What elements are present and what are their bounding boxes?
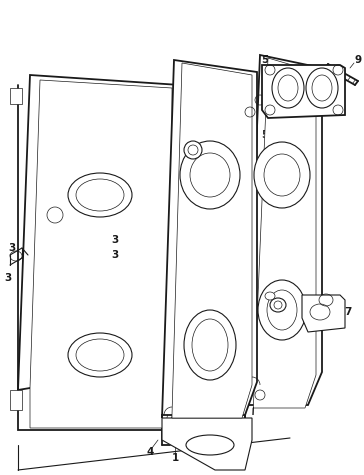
Ellipse shape bbox=[68, 333, 132, 377]
Polygon shape bbox=[10, 390, 22, 410]
Polygon shape bbox=[262, 65, 345, 118]
Polygon shape bbox=[302, 295, 345, 332]
Ellipse shape bbox=[272, 68, 304, 108]
Polygon shape bbox=[253, 58, 316, 415]
Text: 8: 8 bbox=[268, 275, 276, 285]
Ellipse shape bbox=[184, 310, 236, 380]
Ellipse shape bbox=[68, 173, 132, 217]
Ellipse shape bbox=[47, 207, 63, 223]
Ellipse shape bbox=[265, 292, 275, 300]
Ellipse shape bbox=[184, 141, 202, 159]
Text: 3: 3 bbox=[111, 235, 119, 245]
Text: 1: 1 bbox=[171, 453, 179, 463]
Ellipse shape bbox=[76, 179, 124, 211]
Text: 5: 5 bbox=[261, 55, 269, 65]
Ellipse shape bbox=[258, 280, 306, 340]
Ellipse shape bbox=[312, 75, 332, 101]
Text: 10: 10 bbox=[176, 130, 190, 140]
Ellipse shape bbox=[188, 145, 198, 155]
Polygon shape bbox=[245, 55, 322, 418]
Ellipse shape bbox=[254, 142, 310, 208]
Polygon shape bbox=[18, 75, 180, 430]
Text: 4: 4 bbox=[146, 447, 154, 457]
Polygon shape bbox=[30, 80, 172, 428]
Text: 9: 9 bbox=[355, 55, 361, 65]
Polygon shape bbox=[162, 418, 252, 470]
Polygon shape bbox=[10, 88, 22, 104]
Text: 6: 6 bbox=[228, 90, 236, 100]
Ellipse shape bbox=[270, 298, 286, 312]
Ellipse shape bbox=[192, 319, 228, 371]
Polygon shape bbox=[162, 60, 257, 418]
Text: 3: 3 bbox=[4, 273, 12, 283]
Text: 3: 3 bbox=[8, 243, 16, 253]
Text: 3: 3 bbox=[111, 250, 119, 260]
Text: 7: 7 bbox=[344, 307, 352, 317]
Text: 2: 2 bbox=[216, 435, 223, 445]
Ellipse shape bbox=[278, 75, 298, 101]
Ellipse shape bbox=[306, 68, 338, 108]
Ellipse shape bbox=[180, 141, 240, 209]
Ellipse shape bbox=[264, 154, 300, 196]
Polygon shape bbox=[172, 63, 252, 418]
Ellipse shape bbox=[190, 153, 230, 197]
Ellipse shape bbox=[76, 339, 124, 371]
Text: 5: 5 bbox=[261, 130, 269, 140]
Ellipse shape bbox=[267, 290, 297, 330]
Ellipse shape bbox=[186, 435, 234, 455]
